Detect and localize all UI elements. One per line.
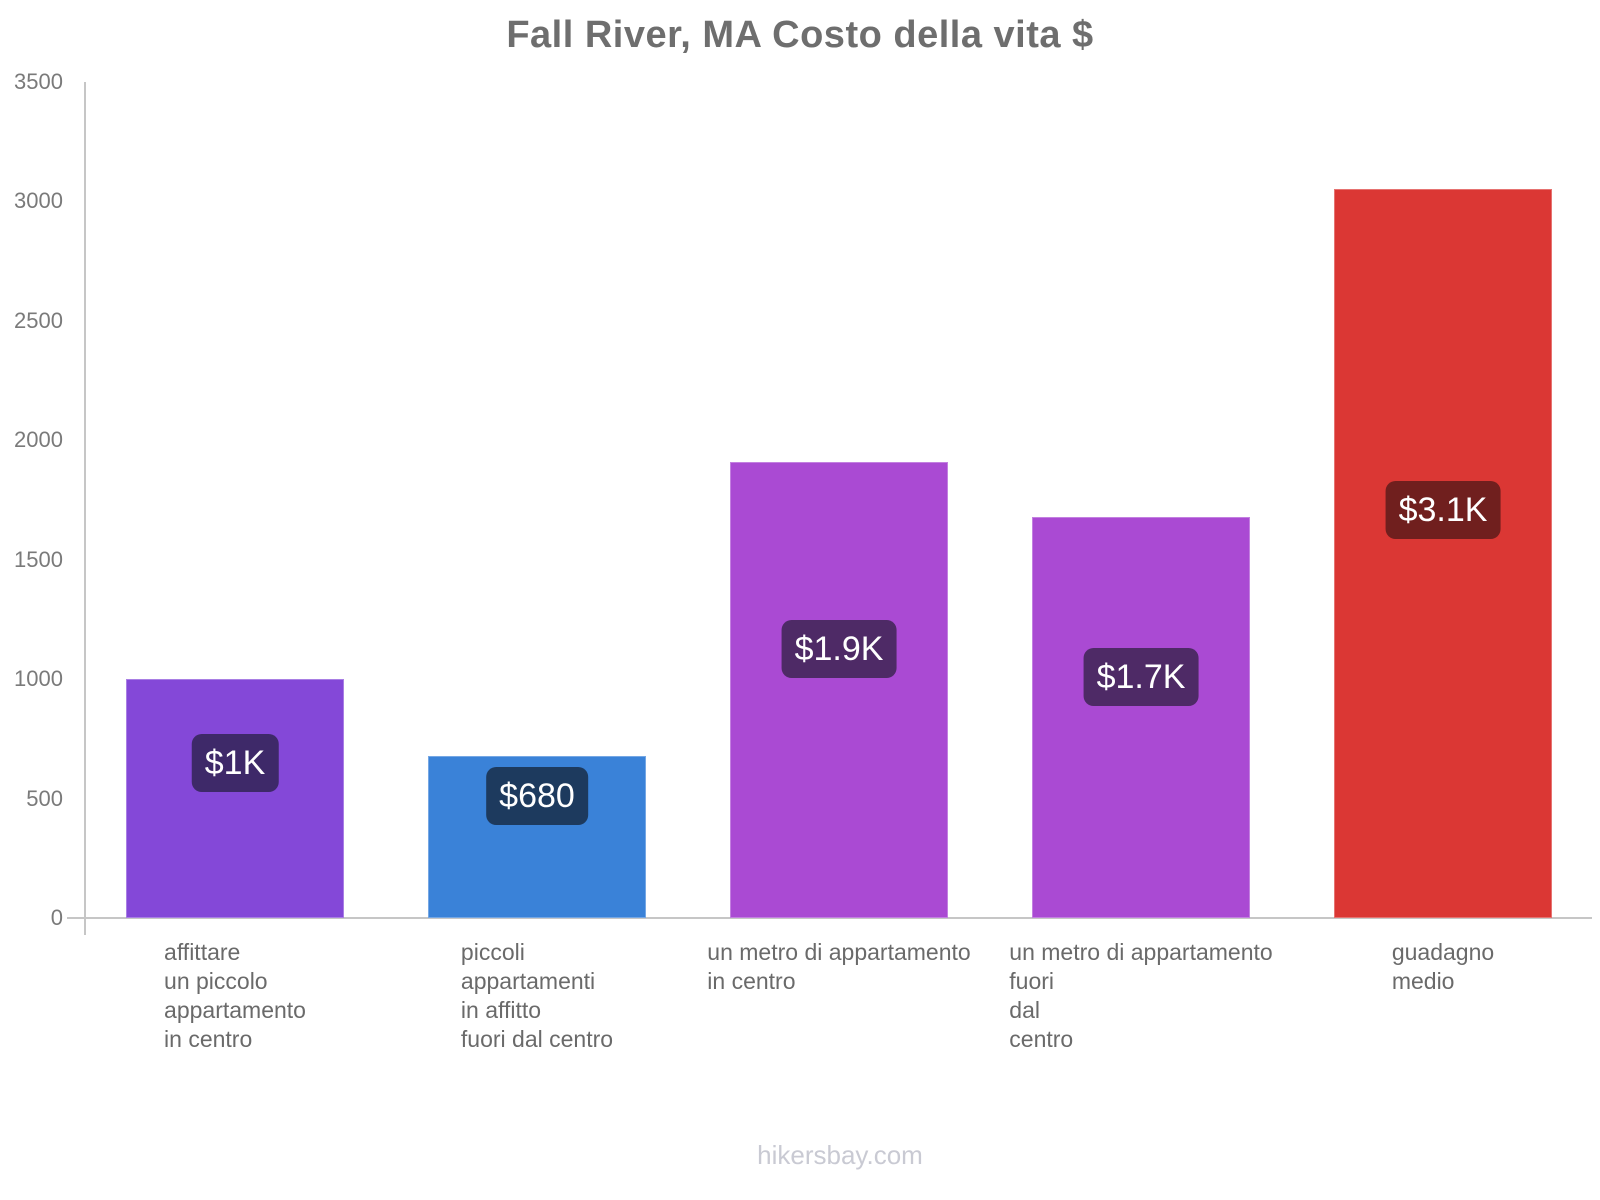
bar[interactable]: $1K [126,679,344,918]
y-tick-label: 3500 [14,69,63,94]
category-label: guadagno medio [1283,938,1600,996]
bar[interactable]: $680 [428,755,646,918]
category-label-text: un metro di appartamento in centro [707,939,971,994]
bar-value-badge: $1K [191,733,279,792]
bar[interactable]: $1.7K [1032,516,1250,918]
y-tick-label: 0 [50,905,63,930]
y-tick-label: 500 [26,785,63,811]
category-label-text: guadagno medio [1391,939,1495,994]
category-label: affittare un piccolo appartamento in centro [75,938,395,1054]
x-axis-line [67,917,1592,919]
bar-value-badge: $1.7K [1083,648,1199,707]
category-label: un metro di appartamento in centro [679,938,999,996]
footer-watermark: hikersbay.com [757,1140,923,1170]
y-tick-label: 2500 [14,307,63,333]
y-tick-label: 3000 [14,188,63,214]
bar-value-badge: $3.1K [1385,481,1501,540]
y-tick-label: 2000 [14,427,63,453]
chart-title: Fall River, MA Costo della vita $ [506,14,1094,56]
y-axis-line [84,82,86,935]
y-tick-label: 1000 [14,666,63,692]
bar[interactable]: $1.9K [730,461,948,918]
bar-value-badge: $680 [486,767,588,826]
category-label: piccoli appartamenti in affitto fuori dal c… [377,938,697,1054]
category-label-text: affittare un piccolo appartamento in centro [164,939,306,1052]
category-label-text: piccoli appartamenti in affitto fuori dal c… [460,939,614,1052]
category-label: un metro di appartamento fuori dal centro [981,938,1301,1054]
bar[interactable]: $3.1K [1334,189,1552,918]
category-label-text: un metro di appartamento fuori dal centro [1009,939,1273,1052]
bar-value-badge: $1.9K [781,619,897,678]
y-tick-label: 1500 [14,546,63,572]
